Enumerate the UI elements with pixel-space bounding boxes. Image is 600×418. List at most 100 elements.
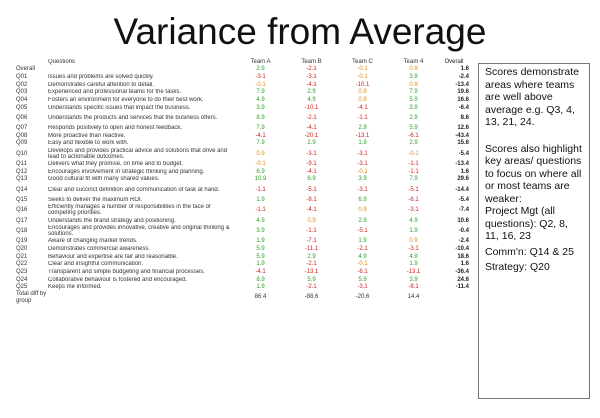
row-team-b: -10.1 [304,104,319,111]
row-team-a: -1.1 [255,186,266,193]
row-code: Q25 [16,284,28,291]
row-team-b: 4.9 [307,96,316,103]
row-question: Demonstrates careful attention to detail… [48,81,155,88]
row-overall: 18.6 [457,253,469,260]
row-team-d: 3.9 [409,74,418,80]
row-team-a: 0.9 [256,150,265,157]
row-team-a: 1.9 [256,197,265,204]
row-overall: -6.4 [458,104,469,111]
row-team-d: -8.1 [408,284,419,291]
row-team-b: -2.1 [306,114,317,121]
table-row: Q03 Experienced and professional teams fo… [16,89,472,97]
row-team-a: 7.9 [256,89,265,96]
overall-team-d: 0.9 [409,66,418,73]
row-overall: -0.4 [458,228,469,234]
row-team-c: -0.1 [357,74,368,80]
row-team-c: 3.9 [358,176,367,183]
row-team-a: -1.1 [255,207,266,214]
row-team-a: -4.1 [255,132,266,139]
row-question: Keeps me informed. [48,284,102,291]
row-team-b: -4.1 [306,125,317,132]
row-overall: -7.4 [458,207,469,214]
row-team-c: 0.9 [358,96,367,103]
table-row: Q24 Collaborative behaviour is fostered a… [16,276,472,284]
row-overall: 1.6 [460,168,469,175]
row-team-c: -0.1 [357,168,368,175]
row-team-d: -3.1 [408,207,419,214]
row-overall: 19.6 [457,89,469,96]
row-team-c: -1.1 [357,114,368,121]
total-team-d: 14.4 [407,294,420,301]
row-team-c: -2.1 [357,245,368,252]
row-team-b: 5.9 [307,276,316,283]
row-overall: 10.6 [457,217,469,224]
table-row: Q21 Behaviour and expertise are fair and … [16,253,472,261]
row-team-d: 1.9 [409,261,418,268]
table-row: Q19 Aware of changing market trends. 1.9 -7… [16,238,472,246]
table-row: Q15 Seeks to deliver the maximum ROI. 1.9 -… [16,196,472,204]
table-row: Q13 Good cultural fit with many shared va… [16,176,472,184]
overall-total: 1.6 [460,66,469,73]
row-question: Encourages involvement in strategic thin… [48,168,205,175]
note-strategy: Strategy: Q20 [485,261,550,273]
table-row: Q17 Understands the brand strategy and po… [16,217,472,225]
row-team-c: 4.9 [358,253,367,260]
row-code: Q19 [16,238,28,245]
row-team-c: -5.1 [357,228,368,234]
row-team-d: 7.9 [409,176,418,183]
row-code: Q08 [16,132,28,139]
row-overall: 1.6 [460,261,469,268]
table-row: Q12 Encourages involvement in strategic t… [16,168,472,176]
row-team-a: -0.1 [255,161,266,168]
total-diff-row: Total diff by group 86.4 -88.6 -20.6 14.… [16,291,472,304]
table-row: Q01 Issues and problems are solved quickl… [16,73,472,81]
row-question: Responds positively to open and honest f… [48,125,183,132]
note-above-average: Scores demonstrate areas where teams are… [485,66,579,128]
row-overall: 15.6 [457,140,469,147]
row-team-b: 6.9 [307,176,316,183]
row-team-d: -1.1 [408,161,419,168]
row-team-a: -4.1 [255,268,266,275]
row-team-d: 3.9 [409,276,418,283]
note-communication: Comm'n: Q14 & 25 [485,245,574,258]
row-team-c: 6.9 [358,197,367,204]
row-team-b: -4.1 [306,168,317,175]
table-header-row: Questions Team A Team B Team C Team 4 Ov… [16,58,472,66]
table-row: Q09 Easy and flexible to work with. 7.9 2.9… [16,140,472,148]
row-team-a: 4.9 [256,217,265,224]
row-team-b: -2.1 [306,261,317,268]
row-team-b: -9.1 [306,161,317,168]
note-weak-areas: Scores also highlight key areas/ questio… [485,142,582,205]
row-team-c: -6.1 [357,268,368,275]
overall-team-b: -2.1 [306,66,317,73]
overall-team-c: -0.1 [357,66,368,73]
row-team-b: -8.1 [306,197,317,204]
row-code: Q17 [16,217,28,224]
row-team-a: 6.9 [256,168,265,175]
notes-box: Scores demonstrate areas where teams are… [478,63,590,399]
row-overall: 12.6 [457,125,469,132]
question-rows: Q01 Issues and problems are solved quickl… [16,73,472,291]
table-row: Q14 Clear and succinct definition and com… [16,183,472,196]
row-overall: -13.4 [455,81,469,88]
row-team-a: -3.1 [255,74,266,80]
row-question: Good cultural fit with many shared value… [48,176,160,183]
row-team-a: 4.9 [256,96,265,103]
row-team-b: -11.1 [304,245,319,252]
row-team-a: 1.9 [256,261,265,268]
row-code: Q05 [16,104,28,111]
row-code: Q18 [16,228,28,234]
row-team-d: 2.9 [409,114,418,121]
row-team-c: -3.1 [357,284,368,291]
row-team-a: 10.9 [254,176,267,183]
row-team-d: -13.1 [406,268,421,275]
row-overall: -5.4 [458,150,469,157]
row-team-b: 2.9 [307,140,316,147]
row-overall: -13.4 [455,161,469,168]
row-question: Demonstrates commercial awareness. [48,245,151,252]
header-question: Questions [48,58,76,65]
row-team-b: -13.1 [304,268,319,275]
row-team-d: 5.9 [409,96,418,103]
row-team-b: -3.1 [306,74,317,80]
row-team-b: -1.1 [306,228,317,234]
